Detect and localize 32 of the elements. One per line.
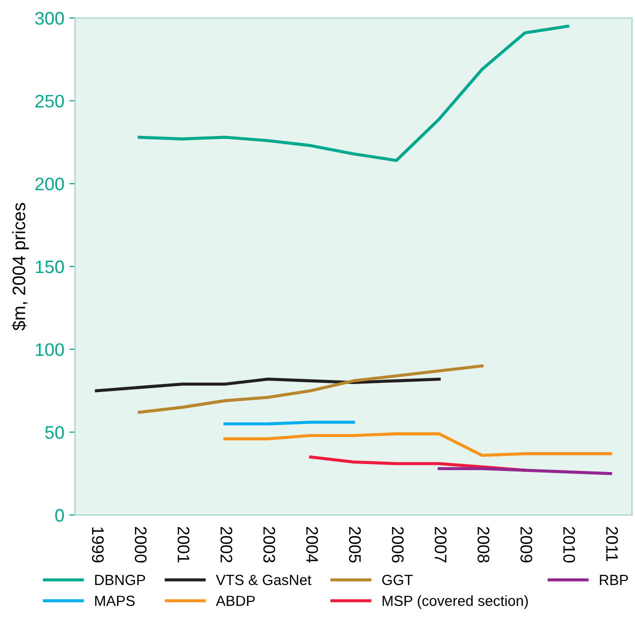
x-tick-label: 2009 — [520, 526, 532, 562]
line-series — [94, 378, 441, 392]
x-tick-label: 2001 — [178, 526, 190, 562]
line-series — [138, 24, 570, 162]
x-tick-label: 2006 — [392, 526, 404, 562]
x-tick-label: 1999 — [92, 527, 104, 562]
line-series — [223, 432, 612, 457]
x-tick-label: 2008 — [478, 526, 490, 562]
x-tick-label: 2003 — [263, 526, 276, 562]
legend-label: MSP (covered section) — [382, 595, 528, 609]
legend-label: MAPS — [95, 596, 135, 606]
y-tick-label: 250 — [35, 94, 64, 108]
y-tick-label: 200 — [35, 178, 64, 190]
x-tick-label: 2007 — [434, 526, 447, 562]
legend-label: GGT — [382, 574, 413, 586]
x-tick-label: 2004 — [306, 526, 318, 563]
y-tick-label: 300 — [35, 12, 64, 25]
line-series — [138, 364, 484, 414]
y-tick-label: 0 — [55, 508, 64, 522]
legend-label: RBP — [600, 574, 628, 585]
y-tick-label: 150 — [36, 260, 64, 274]
legend-label: DBNGP — [95, 574, 146, 586]
y-axis-title: $m, 2004 prices — [12, 202, 29, 331]
x-tick-label: 2000 — [134, 526, 147, 563]
x-tick-label: 2005 — [349, 526, 361, 562]
y-tick-label: 50 — [45, 426, 64, 439]
legend-label: ABDP — [216, 596, 255, 606]
legend-label: VTS & GasNet — [216, 574, 312, 586]
x-tick-label: 2010 — [563, 526, 576, 563]
y-tick-label: 100 — [36, 343, 64, 356]
x-tick-label: 2002 — [220, 526, 232, 562]
x-tick-label: 2011 — [606, 526, 618, 562]
